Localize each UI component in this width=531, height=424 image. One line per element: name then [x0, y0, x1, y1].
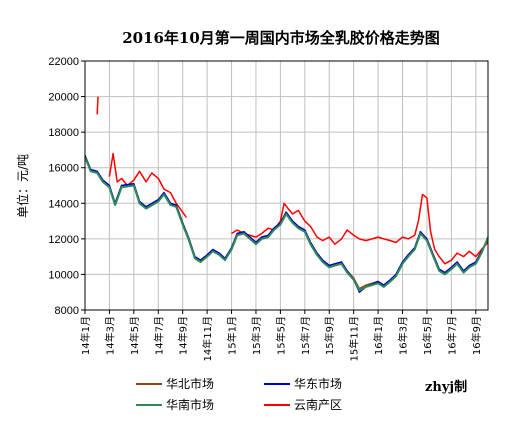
series-line-3	[96, 96, 489, 265]
grid	[84, 61, 488, 310]
series-line-1	[84, 155, 489, 293]
x-tick-label: 14年3月	[103, 316, 116, 355]
x-tick-label: 14年11月	[201, 316, 214, 361]
y-tick-label: 12000	[48, 234, 79, 246]
x-tick-label: 15年1月	[226, 316, 239, 355]
x-tick-label: 14年7月	[152, 316, 165, 355]
y-tick-label: 22000	[48, 56, 79, 68]
author-note: zhyj制	[425, 379, 467, 395]
series-line-2	[84, 156, 489, 292]
x-tick-label: 15年11月	[348, 316, 361, 361]
y-tick-label: 18000	[48, 127, 79, 139]
y-axis-ticks: 22000 20000 18000 16000 14000 12000 10000 8000	[48, 56, 85, 317]
x-tick-label: 15年9月	[323, 316, 336, 355]
x-tick-label: 16年9月	[470, 316, 483, 355]
x-tick-label: 15年3月	[250, 316, 263, 355]
series-line-0	[84, 156, 489, 290]
series-lines	[84, 96, 489, 293]
x-tick-label: 15年7月	[299, 316, 312, 355]
x-tick-label: 16年1月	[372, 316, 385, 355]
legend-label: 华东市场	[294, 376, 342, 391]
x-tick-label: 15年5月	[274, 316, 287, 355]
chart-title: 2016年10月第一周国内市场全乳胶价格走势图	[122, 29, 440, 47]
y-tick-label: 16000	[48, 163, 79, 175]
y-axis-label: 单位：元/吨	[15, 154, 30, 218]
y-tick-label: 20000	[48, 92, 79, 104]
x-tick-label: 14年9月	[177, 316, 190, 355]
plot-frame	[84, 60, 489, 311]
x-tick-label: 16年5月	[421, 316, 434, 355]
legend-label: 华南市场	[166, 397, 214, 412]
legend-label: 华北市场	[166, 376, 214, 391]
x-tick-label: 16年7月	[445, 316, 458, 355]
y-tick-label: 8000	[55, 305, 79, 317]
legend-label: 云南产区	[294, 397, 342, 412]
x-tick-label: 16年3月	[397, 316, 410, 355]
y-tick-label: 14000	[48, 198, 79, 210]
x-axis-ticks: 14年1月 14年3月 14年5月 14年7月 14年9月 14年11月 15年1月 15年3…	[79, 310, 483, 361]
x-tick-label: 14年5月	[128, 316, 141, 355]
x-tick-label: 14年1月	[79, 316, 92, 355]
y-tick-label: 10000	[48, 269, 79, 281]
